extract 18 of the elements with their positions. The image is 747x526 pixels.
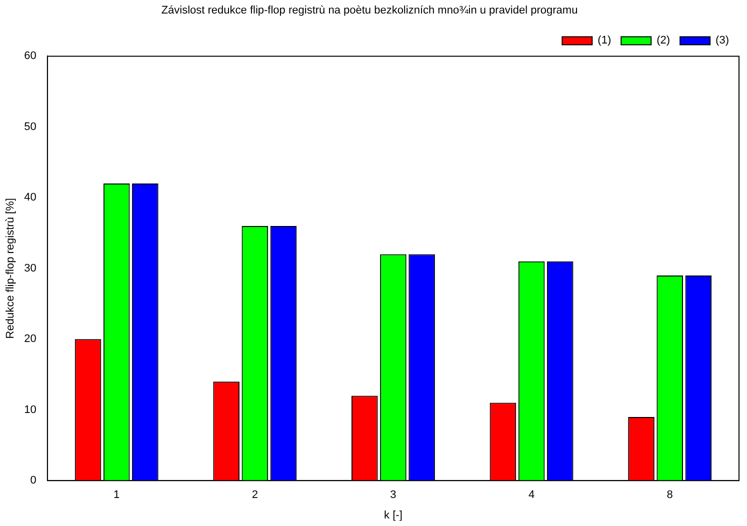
x-tick-label: 1 [114,489,120,502]
x-axis-title: k [-] [384,509,402,522]
y-tick-label: 60 [24,50,36,62]
x-tick-label: 8 [666,489,673,502]
y-tick-label: 20 [24,333,36,346]
legend-label: (1) [598,34,612,47]
y-tick-label: 0 [30,474,36,487]
x-tick-label: 3 [390,489,396,502]
legend-label: (2) [656,34,670,47]
y-axis-title: Redukce flip-flop registrù [%] [4,198,17,339]
y-tick-label: 10 [24,404,36,416]
legend-label: (3) [716,34,730,47]
y-tick-label: 30 [24,262,36,274]
y-tick-label: 50 [24,120,36,133]
chart-title: Závislost redukce flip-flop registrù na poètu bezkolizních mno¾in u pravidel programu [161,4,578,17]
y-tick-label: 40 [24,192,36,204]
x-tick-label: 4 [528,489,535,502]
x-tick-label: 2 [252,489,258,502]
